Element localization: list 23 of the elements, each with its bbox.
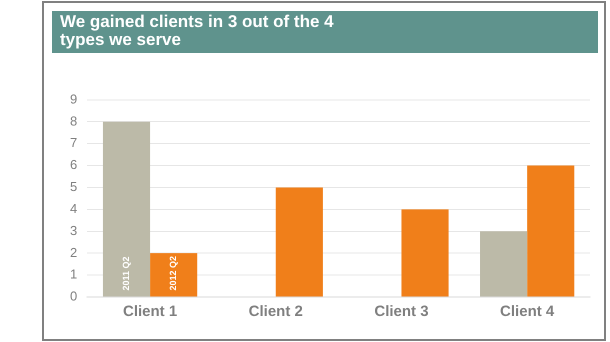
bar — [150, 253, 198, 296]
y-tick-label: 0 — [70, 288, 78, 304]
y-tick-label: 9 — [70, 91, 78, 106]
x-tick-label: Client 2 — [248, 303, 303, 320]
x-tick-label: Client 1 — [122, 303, 178, 320]
x-tick-label: Client 4 — [500, 303, 555, 320]
y-tick-label: 3 — [70, 222, 78, 238]
y-tick-label: 2 — [70, 244, 78, 260]
bar — [102, 122, 150, 296]
y-tick-label: 4 — [70, 200, 78, 216]
y-tick-label: 6 — [70, 157, 78, 172]
bar — [276, 187, 323, 296]
y-tick-label: 8 — [70, 113, 78, 128]
chart-title: We gained clients in 3 out of the 4 types we serve — [52, 11, 598, 53]
y-tick-label: 1 — [70, 266, 78, 282]
y-tick-label: 5 — [70, 179, 78, 194]
y-tick-label: 7 — [70, 135, 78, 150]
x-tick-label: Client 3 — [374, 303, 429, 320]
bar — [480, 231, 528, 296]
series-label: 2012 Q2 — [168, 256, 178, 290]
bar — [527, 166, 574, 296]
bar — [401, 209, 449, 296]
series-label: 2011 Q2 — [120, 256, 131, 290]
